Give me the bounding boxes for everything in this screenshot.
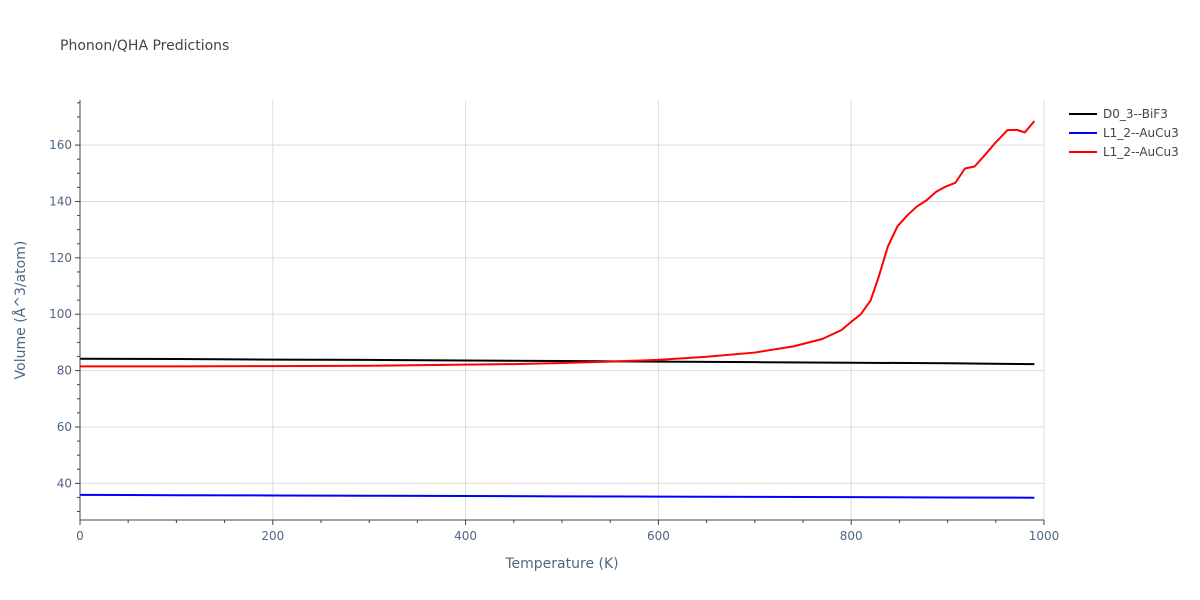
- x-tick-label: 800: [840, 529, 863, 543]
- y-tick-label: 100: [49, 307, 72, 321]
- series-line-3: [80, 120, 1036, 368]
- y-tick-label: 120: [49, 251, 72, 265]
- legend[interactable]: D0_3--BiF3 L1_2--AuCu3 L1_2--AuCu3: [1069, 107, 1179, 159]
- chart-title: Phonon/QHA Predictions: [60, 38, 229, 54]
- x-tick-label: 200: [261, 529, 284, 543]
- legend-item-3[interactable]: L1_2--AuCu3: [1069, 145, 1179, 159]
- series-line-2: [79, 493, 1035, 499]
- x-tick-label: 0: [76, 529, 84, 543]
- y-tick-label: 160: [49, 138, 72, 152]
- x-tick-label: 600: [647, 529, 670, 543]
- legend-label: L1_2--AuCu3: [1103, 145, 1179, 159]
- y-tick-label: 140: [49, 194, 72, 208]
- grid: [80, 100, 1045, 520]
- x-tick-label: 1000: [1029, 529, 1060, 543]
- y-tick-label: 40: [57, 476, 72, 490]
- plot-series: [79, 120, 1036, 499]
- axes: [75, 100, 1045, 525]
- x-tick-label: 400: [454, 529, 477, 543]
- series-line-1: [79, 357, 1035, 366]
- y-tick-label: 80: [57, 364, 72, 378]
- x-axis-title: Temperature (K): [504, 556, 618, 572]
- legend-label: D0_3--BiF3: [1103, 107, 1168, 121]
- x-tick-labels: 0 200 400 600 800 1000: [76, 529, 1059, 543]
- y-tick-label: 60: [57, 420, 72, 434]
- y-tick-labels: 40 60 80 100 120 140 160: [49, 138, 72, 490]
- legend-item-2[interactable]: L1_2--AuCu3: [1069, 126, 1179, 140]
- y-axis-title: Volume (Å^3/atom): [12, 241, 29, 380]
- legend-item-1[interactable]: D0_3--BiF3: [1069, 107, 1168, 121]
- legend-label: L1_2--AuCu3: [1103, 126, 1179, 140]
